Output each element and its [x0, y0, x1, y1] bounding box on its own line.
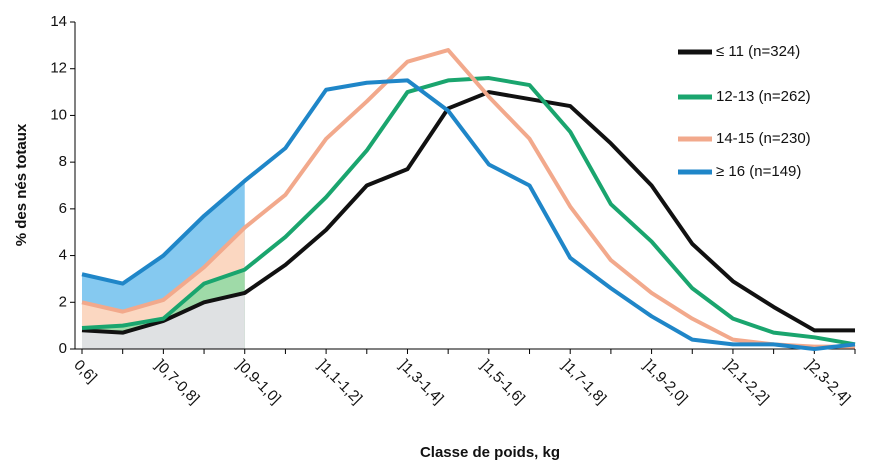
y-tick-label: 6	[59, 200, 67, 217]
x-tick-label: 0,6]	[70, 357, 100, 387]
legend-label: 14-15 (n=230)	[716, 130, 811, 147]
legend-label: ≥ 16 (n=149)	[716, 163, 801, 180]
x-tick-label: ]2,1-2,2]	[721, 357, 772, 408]
series-line	[81, 78, 856, 351]
y-axis-title: % des nés totaux	[13, 123, 30, 246]
x-tick-label: ]1,1-1,2]	[314, 357, 365, 408]
y-tick-label: 10	[50, 106, 67, 123]
y-tick-label: 4	[59, 247, 67, 264]
y-tick-label: 8	[59, 153, 67, 170]
x-tick-label: ]0,9-1,0]	[233, 357, 284, 408]
series-line	[81, 90, 855, 335]
y-tick-label: 12	[50, 60, 67, 77]
x-tick-label: ]0,7-0,8]	[152, 357, 203, 408]
legend-label: ≤ 11 (n=324)	[716, 43, 800, 60]
x-tick-label: ]1,7-1,8]	[559, 357, 610, 408]
x-tick-label: ]2,3-2,4]	[803, 357, 854, 408]
series-line	[81, 48, 855, 349]
y-tick-label: 2	[59, 293, 67, 310]
y-tick-label: 14	[50, 13, 67, 30]
x-tick-label: ]1,9-2,0]	[640, 357, 691, 408]
x-tick-label: ]1,3-1,4]	[396, 357, 447, 408]
y-tick-label: 0	[59, 340, 67, 357]
legend-label: 12-13 (n=262)	[716, 88, 811, 105]
series-line	[81, 76, 856, 347]
x-axis-title: Classe de poids, kg	[420, 444, 560, 461]
x-tick-label: ]1,5-1,6]	[477, 357, 528, 408]
